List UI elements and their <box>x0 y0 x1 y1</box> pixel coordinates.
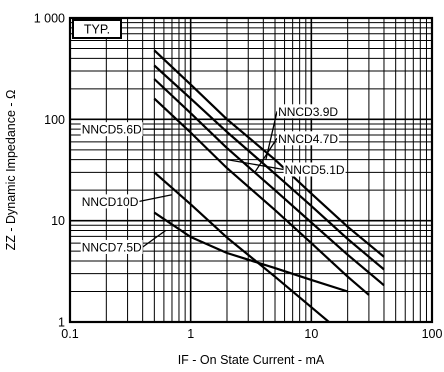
series-line-nncd5-1d <box>153 78 385 287</box>
label-leaders <box>139 111 284 248</box>
leader-line-nncd7-5d <box>142 229 166 248</box>
series-line-nncd4-7d <box>153 64 385 271</box>
x-tick-label: 10 <box>304 327 318 341</box>
y-tick-label: 100 <box>44 113 65 127</box>
y-tick-label: 1 000 <box>34 12 65 26</box>
typ-annotation: TYP. <box>84 23 110 37</box>
series-labels: NNCD3.9D NNCD4.7D NNCD5.1D NNCD5.6D NNCD10D N… <box>80 104 346 254</box>
series-label-nncd7-5d: NNCD7.5D <box>82 240 142 254</box>
series-label-nncd4-7d: NNCD4.7D <box>278 132 338 146</box>
typ-box: TYP. <box>72 19 122 39</box>
x-tick-label: 1 <box>187 327 194 341</box>
x-axis-label: IF - On State Current - mA <box>178 353 325 367</box>
y-tick-label: 10 <box>51 214 65 228</box>
series-label-backing <box>277 131 340 146</box>
series-label-backing <box>80 194 140 209</box>
series-label-nncd5-1d: NNCD5.1D <box>285 163 345 177</box>
y-tick-label: 1 <box>58 316 65 330</box>
plot-frame <box>68 16 434 324</box>
series-line-nncd5-6d <box>153 97 370 296</box>
x-tick-label: 100 <box>422 327 443 341</box>
series-label-nncd10d: NNCD10D <box>82 195 139 209</box>
series-label-nncd5-6d: NNCD5.6D <box>82 123 142 137</box>
y-axis-label: ZZ - Dynamic Impedance - Ω <box>4 90 18 251</box>
series-label-backing <box>283 162 346 177</box>
series-line-nncd3-9d <box>153 49 385 258</box>
leader-line-nncd10d <box>139 194 173 203</box>
series-label-backing <box>277 104 340 119</box>
series-lines <box>153 49 385 322</box>
series-label-backing <box>80 239 143 254</box>
series-label-nncd3-9d: NNCD3.9D <box>278 105 338 119</box>
series-line-nncd10d <box>153 211 349 293</box>
x-tick-label: 0.1 <box>61 327 78 341</box>
series-label-backing <box>80 122 143 137</box>
leader-line-nncd5-1d <box>226 159 284 171</box>
series-line-nncd7-5d <box>153 171 331 322</box>
leader-line-nncd4-7d <box>254 137 278 173</box>
